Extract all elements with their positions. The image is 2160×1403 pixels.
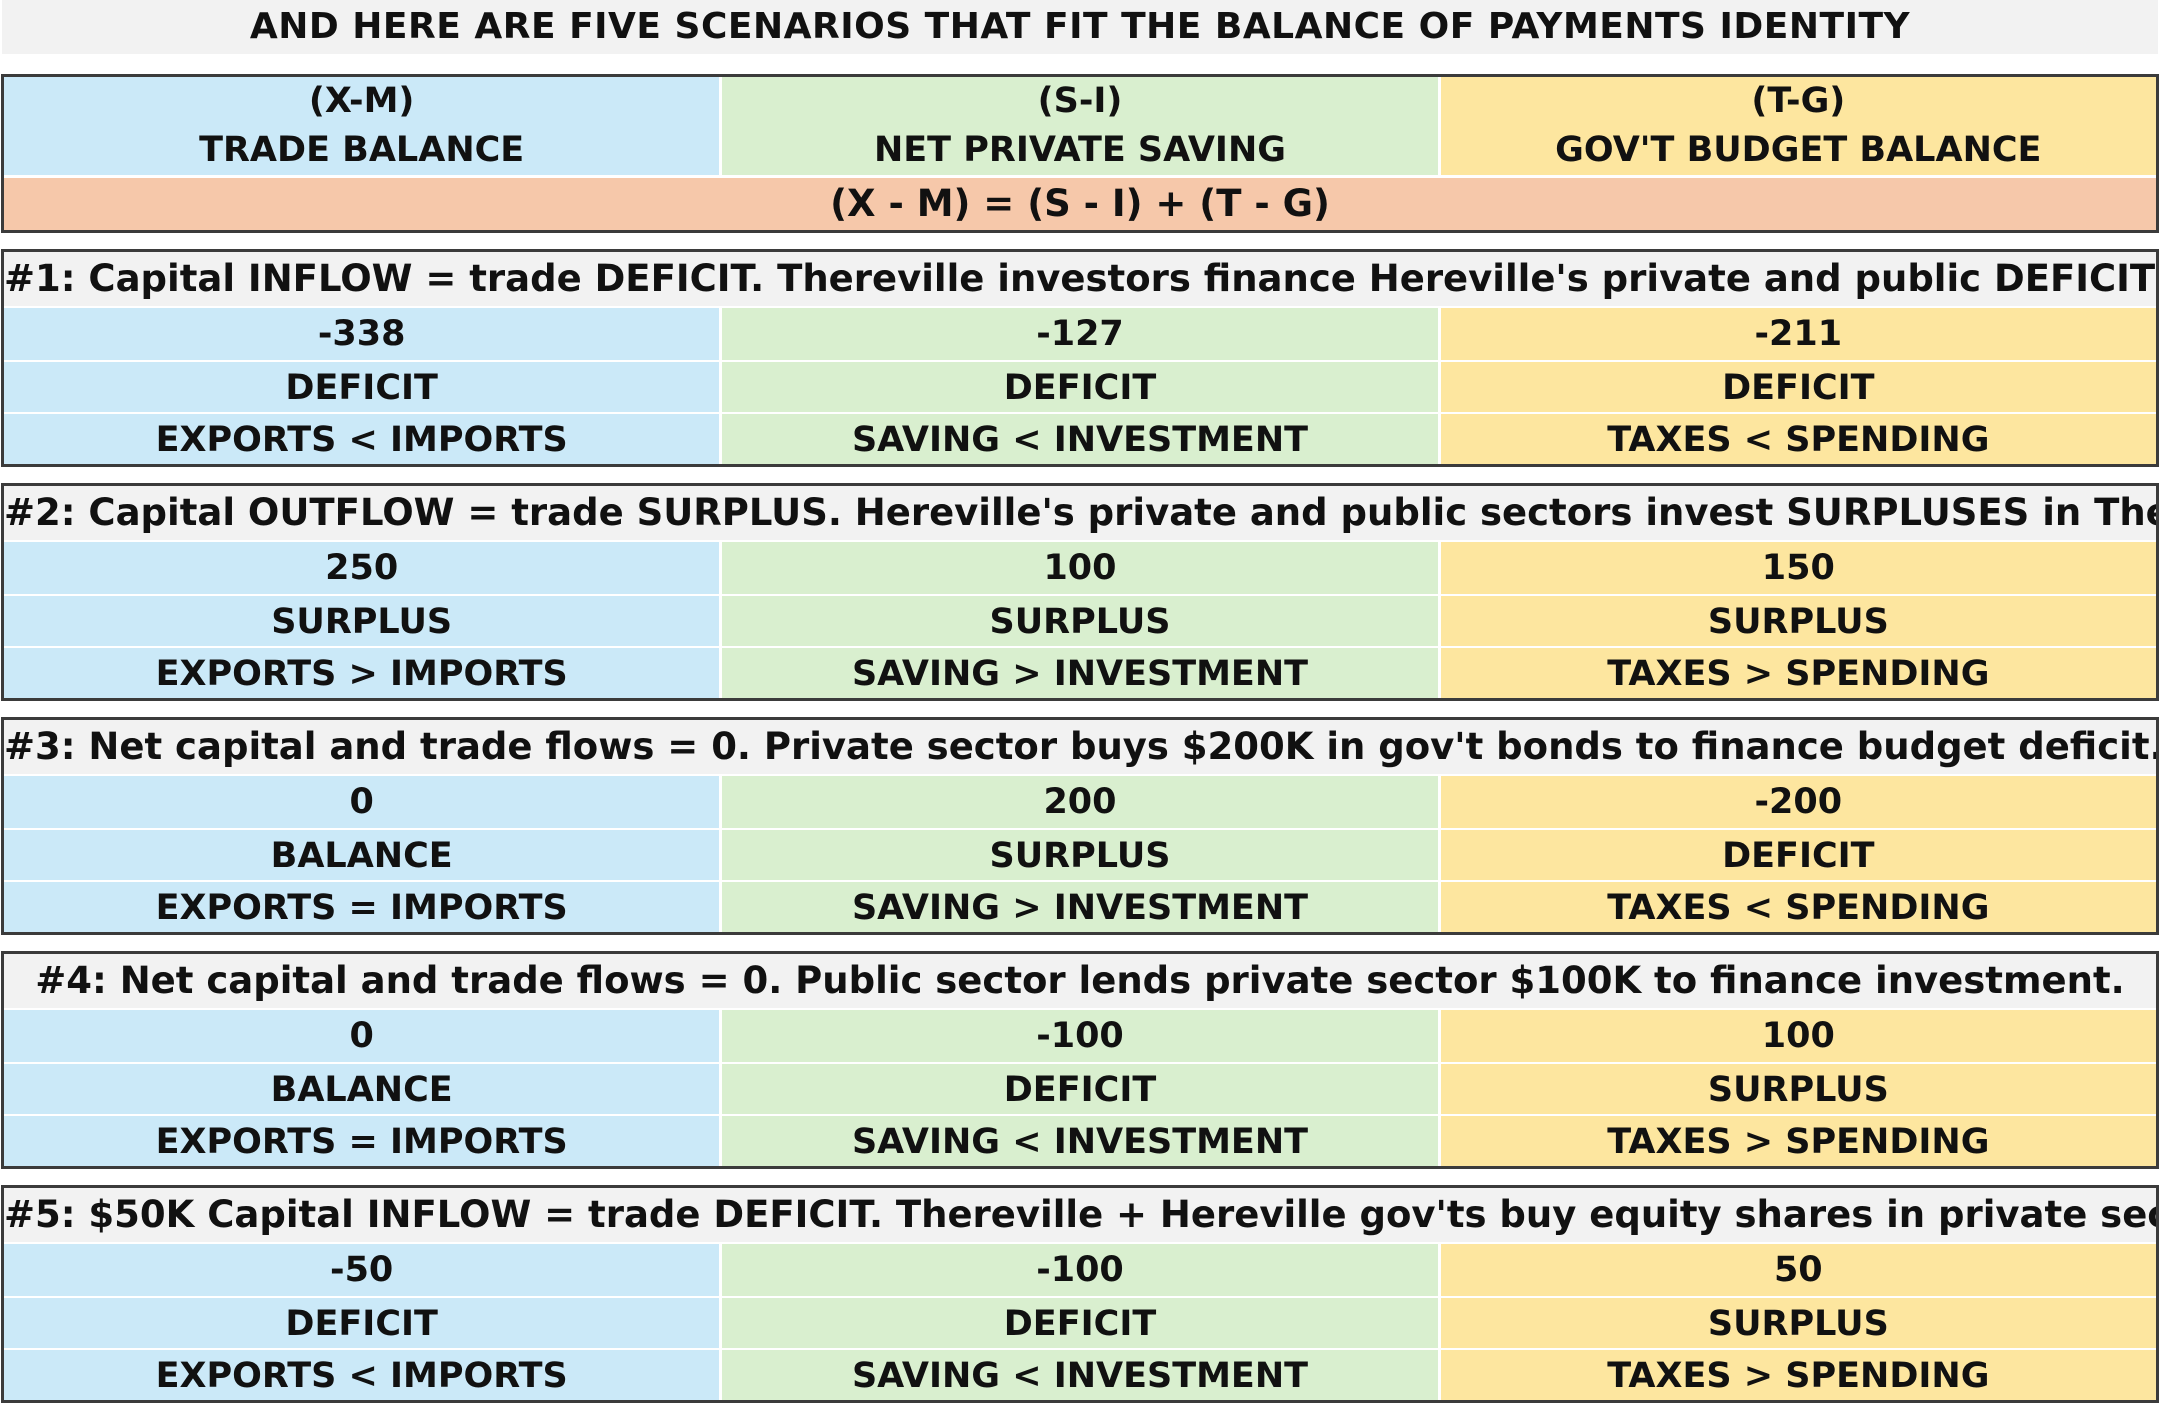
identity-header: (X-M) (S-I) (T-G) TRADE BALANCE NET PRIV… [1,74,2159,233]
scenario-value-row: 250 100 150 [4,542,2156,594]
trade-relation-cell: EXPORTS < IMPORTS [4,1348,720,1400]
scenario-relation-row: EXPORTS > IMPORTS SAVING > INVESTMENT TAXE… [4,646,2156,698]
trade-value-cell: -338 [4,308,720,360]
scenario-5: #5: $50K Capital INFLOW = trade DEFICIT.… [1,1185,2159,1403]
trade-relation-cell: EXPORTS = IMPORTS [4,1114,720,1166]
scenario-value-row: 0 -100 100 [4,1010,2156,1062]
saving-value-cell: -127 [719,308,1438,360]
budget-status-cell: SURPLUS [1437,1296,2156,1348]
scenario-title: #5: $50K Capital INFLOW = trade DEFICIT.… [4,1188,2156,1244]
budget-status-cell: SURPLUS [1437,594,2156,646]
net-private-saving-symbol: (S-I) [719,77,1438,126]
budget-status-cell: SURPLUS [1437,1062,2156,1114]
saving-value-cell: -100 [719,1244,1438,1296]
saving-status-cell: DEFICIT [719,1296,1438,1348]
scenario-status-row: BALANCE DEFICIT SURPLUS [4,1062,2156,1114]
scenario-1: #1: Capital INFLOW = trade DEFICIT. Ther… [1,249,2159,467]
scenario-value-row: -50 -100 50 [4,1244,2156,1296]
trade-status-cell: SURPLUS [4,594,720,646]
trade-relation-cell: EXPORTS = IMPORTS [4,880,720,932]
scenario-title: #2: Capital OUTFLOW = trade SURPLUS. Her… [4,486,2156,542]
scenario-2: #2: Capital OUTFLOW = trade SURPLUS. Her… [1,483,2159,701]
scenario-status-row: DEFICIT DEFICIT SURPLUS [4,1296,2156,1348]
budget-status-cell: DEFICIT [1437,360,2156,412]
saving-status-cell: SURPLUS [719,828,1438,880]
budget-status-cell: DEFICIT [1437,828,2156,880]
scenario-status-row: BALANCE SURPLUS DEFICIT [4,828,2156,880]
trade-value-cell: 0 [4,776,720,828]
scenario-relation-row: EXPORTS = IMPORTS SAVING < INVESTMENT TAXE… [4,1114,2156,1166]
saving-relation-cell: SAVING > INVESTMENT [719,880,1438,932]
saving-relation-cell: SAVING < INVESTMENT [719,1114,1438,1166]
budget-relation-cell: TAXES < SPENDING [1437,880,2156,932]
saving-relation-cell: SAVING > INVESTMENT [719,646,1438,698]
budget-value-cell: -211 [1437,308,2156,360]
trade-status-cell: DEFICIT [4,360,720,412]
saving-value-cell: -100 [719,1010,1438,1062]
scenario-title: #3: Net capital and trade flows = 0. Pri… [4,720,2156,776]
scenario-relation-row: EXPORTS < IMPORTS SAVING < INVESTMENT TAXE… [4,412,2156,464]
scenario-3: #3: Net capital and trade flows = 0. Pri… [1,717,2159,935]
scenario-status-row: DEFICIT DEFICIT DEFICIT [4,360,2156,412]
saving-status-cell: SURPLUS [719,594,1438,646]
header-symbol-row: (X-M) (S-I) (T-G) [4,77,2156,126]
budget-relation-cell: TAXES > SPENDING [1437,1114,2156,1166]
scenario-relation-row: EXPORTS = IMPORTS SAVING > INVESTMENT TAXE… [4,880,2156,932]
scenario-title: #4: Net capital and trade flows = 0. Pub… [4,954,2156,1010]
scenario-relation-row: EXPORTS < IMPORTS SAVING < INVESTMENT TAXE… [4,1348,2156,1400]
net-private-saving-label: NET PRIVATE SAVING [719,126,1438,175]
scenario-list: #1: Capital INFLOW = trade DEFICIT. Ther… [0,249,2160,1403]
trade-balance-symbol: (X-M) [4,77,720,126]
budget-relation-cell: TAXES > SPENDING [1437,646,2156,698]
scenario-value-row: -338 -127 -211 [4,308,2156,360]
budget-balance-label: GOV'T BUDGET BALANCE [1437,126,2156,175]
trade-balance-label: TRADE BALANCE [4,126,720,175]
scenario-value-row: 0 200 -200 [4,776,2156,828]
scenario-status-row: SURPLUS SURPLUS SURPLUS [4,594,2156,646]
trade-status-cell: BALANCE [4,1062,720,1114]
saving-value-cell: 100 [719,542,1438,594]
budget-balance-symbol: (T-G) [1437,77,2156,126]
trade-status-cell: DEFICIT [4,1296,720,1348]
budget-value-cell: 50 [1437,1244,2156,1296]
trade-relation-cell: EXPORTS < IMPORTS [4,412,720,464]
scenario-4: #4: Net capital and trade flows = 0. Pub… [1,951,2159,1169]
trade-value-cell: 0 [4,1010,720,1062]
budget-relation-cell: TAXES > SPENDING [1437,1348,2156,1400]
trade-relation-cell: EXPORTS > IMPORTS [4,646,720,698]
budget-value-cell: -200 [1437,776,2156,828]
saving-status-cell: DEFICIT [719,360,1438,412]
budget-value-cell: 100 [1437,1010,2156,1062]
saving-value-cell: 200 [719,776,1438,828]
page-title: AND HERE ARE FIVE SCENARIOS THAT FIT THE… [2,0,2158,54]
header-label-row: TRADE BALANCE NET PRIVATE SAVING GOV'T B… [4,126,2156,175]
trade-value-cell: 250 [4,542,720,594]
scenario-title: #1: Capital INFLOW = trade DEFICIT. Ther… [4,252,2156,308]
budget-value-cell: 150 [1437,542,2156,594]
trade-value-cell: -50 [4,1244,720,1296]
budget-relation-cell: TAXES < SPENDING [1437,412,2156,464]
identity-equation: (X - M) = (S - I) + (T - G) [4,175,2156,230]
saving-relation-cell: SAVING < INVESTMENT [719,1348,1438,1400]
trade-status-cell: BALANCE [4,828,720,880]
saving-status-cell: DEFICIT [719,1062,1438,1114]
saving-relation-cell: SAVING < INVESTMENT [719,412,1438,464]
